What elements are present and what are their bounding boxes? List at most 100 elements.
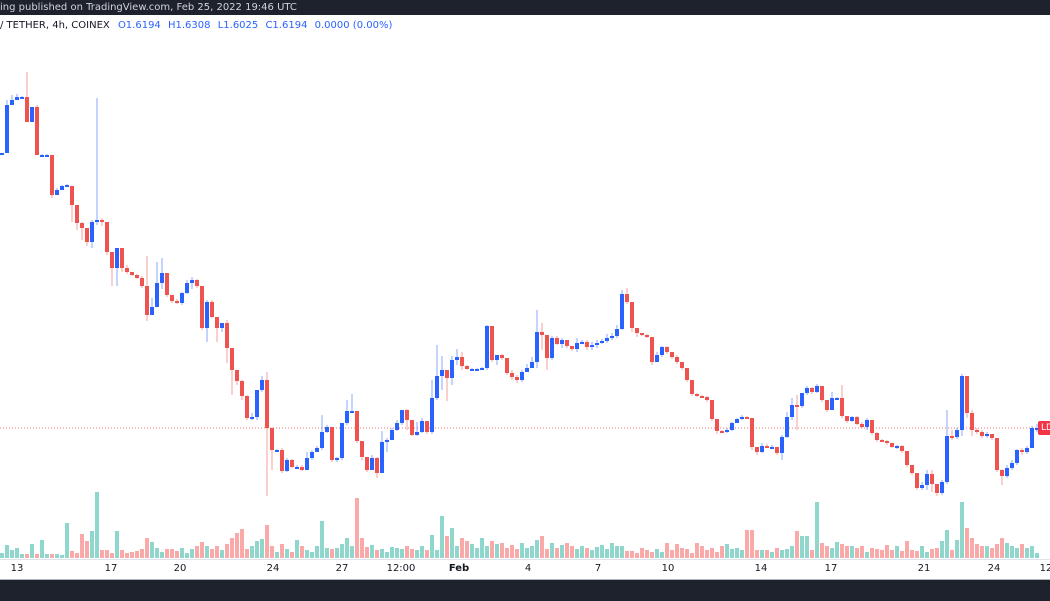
volume-bar [255, 541, 259, 558]
candle [195, 279, 199, 288]
candle [720, 430, 724, 433]
time-tick-label: 17 [104, 563, 118, 574]
volume-bar [765, 550, 769, 558]
candle [385, 438, 389, 452]
candle [620, 290, 624, 330]
candle [820, 386, 824, 402]
time-tick-label: 24 [987, 563, 1001, 574]
volume-bar [585, 548, 589, 558]
volume-bar [680, 548, 684, 558]
candle [310, 450, 314, 460]
candle [375, 457, 379, 478]
candle [550, 336, 554, 360]
symbol-legend: / TETHER, 4h, COINEX O1.6194 H1.6308 L1.… [0, 19, 392, 33]
volume-bar [100, 550, 104, 558]
candle [515, 375, 519, 383]
volume-bar [470, 544, 474, 558]
volume-bar [85, 541, 89, 558]
volume-bar [200, 542, 204, 558]
candle [885, 440, 889, 445]
volume-bar [400, 549, 404, 558]
candle [680, 362, 684, 370]
volume-bar [110, 553, 114, 558]
volume-bar [550, 543, 554, 558]
volume-bar [625, 551, 629, 558]
volume-bar [410, 549, 414, 558]
volume-bar [875, 549, 879, 558]
candle [955, 428, 959, 439]
volume-bar [115, 531, 119, 558]
candle [895, 445, 899, 449]
volume-bar [890, 550, 894, 558]
candle [410, 420, 414, 436]
candle [185, 280, 189, 294]
candle [500, 354, 504, 360]
time-axis[interactable]: 13 17 20 24 27 12:00 Feb 4 7 10 14 17 21 24 12 [0, 559, 1050, 580]
candle [135, 274, 139, 279]
volume-bar [940, 541, 944, 558]
volume-bar [320, 521, 324, 558]
candle [725, 428, 729, 433]
candle [360, 441, 364, 460]
volume-bar [715, 552, 719, 558]
volume-bar [850, 546, 854, 558]
candlestick-chart[interactable] [0, 15, 1050, 560]
volume-bar [735, 548, 739, 558]
volume-bar [795, 531, 799, 558]
volume-bar [740, 550, 744, 558]
volume-bar [995, 544, 999, 558]
volume-bar [575, 549, 579, 558]
candle [145, 256, 149, 321]
candle [80, 222, 84, 240]
volume-bar [75, 553, 79, 558]
volume-bar [425, 550, 429, 558]
volume-bar [540, 536, 544, 558]
candle [845, 416, 849, 423]
candle [765, 444, 769, 448]
high-value: H1.6308 [168, 20, 211, 31]
volume-bar [365, 547, 369, 558]
candle [50, 155, 54, 198]
volume-bar [905, 541, 909, 558]
candle [905, 451, 909, 467]
candle [165, 273, 169, 297]
candle [980, 430, 984, 438]
volume-bar [610, 543, 614, 558]
candle [400, 410, 404, 425]
candle [660, 346, 664, 357]
candle [580, 340, 584, 344]
volume-bar [60, 555, 64, 558]
candle [535, 310, 539, 368]
candle [125, 265, 129, 274]
volume-bar [150, 542, 154, 558]
time-tick-label: 20 [173, 563, 187, 574]
candle [590, 342, 594, 350]
candle [115, 248, 119, 286]
candle [785, 412, 789, 438]
candle [100, 218, 104, 226]
candle [530, 357, 534, 368]
candle [15, 94, 19, 100]
volume-bar [505, 548, 509, 558]
volume-bar [310, 552, 314, 558]
volume-bar [25, 554, 29, 558]
candle [20, 96, 24, 99]
volume-bar [945, 530, 949, 558]
candle [180, 292, 184, 305]
candle [705, 396, 709, 402]
volume-bar [430, 535, 434, 558]
candle [750, 418, 754, 450]
time-tick-label: 10 [661, 563, 675, 574]
volume-bar [485, 546, 489, 558]
time-tick-label: 12 [1039, 563, 1050, 574]
volume-bar [95, 492, 99, 558]
candle [205, 300, 209, 342]
volume-bar [635, 553, 639, 558]
candle [175, 299, 179, 304]
volume-bar [825, 546, 829, 558]
candle [350, 394, 354, 413]
volume-bar [15, 548, 19, 558]
volume-bar [70, 551, 74, 558]
candle [470, 368, 474, 371]
volume-bar [330, 549, 334, 558]
